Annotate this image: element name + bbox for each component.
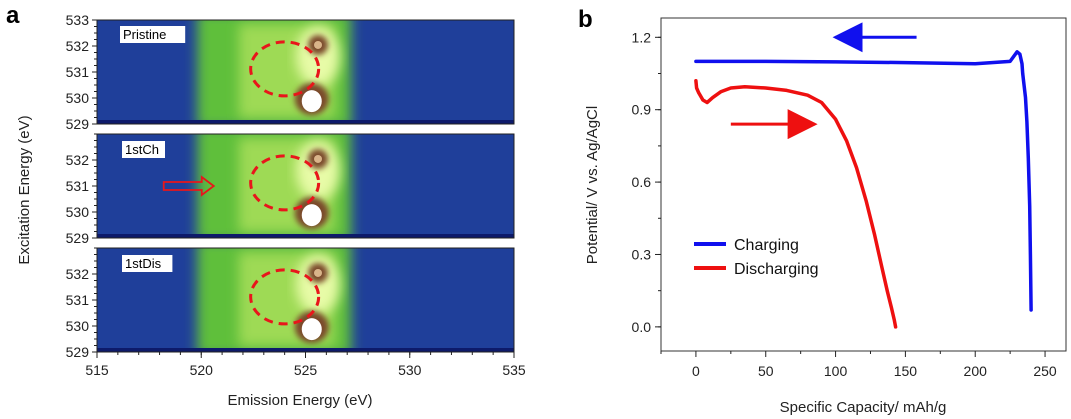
heatmap-bottom-strip: [97, 120, 514, 124]
open-arrow: [162, 175, 216, 197]
heatmap-x-axis: 515 520 525 530 535: [85, 352, 526, 378]
line-chart-y-tick-label: 1.2: [632, 29, 652, 45]
heatmap-x-label: Emission Energy (eV): [227, 392, 372, 409]
heatmap-panel-label-text: Pristine: [123, 27, 166, 42]
heatmap-x-tick-label: 525: [294, 362, 318, 378]
heatmap-y-tick-label: 529: [66, 230, 90, 246]
heatmap-y-tick-label: 530: [66, 90, 90, 106]
heatmap-panel-2: 529 530 531 532 1stCh: [66, 133, 515, 246]
line-chart-frame: [660, 17, 1067, 352]
line-chart-y-label: Potential/ V vs. Ag/AgCl: [584, 106, 601, 264]
heatmap-x-tick-label: 535: [502, 362, 526, 378]
heatmap-y-tick-label: 530: [66, 318, 90, 334]
heatmap-peak-upper-core: [314, 40, 323, 49]
heatmap-x-tick-label: 530: [398, 362, 422, 378]
heatmap-panel-label-text: 1stCh: [125, 142, 159, 157]
dashed-ellipse: [249, 268, 321, 326]
heatmap-y-tick-label: 531: [66, 178, 90, 194]
heatmap-panel-label-box: [122, 141, 165, 158]
heatmap-y-tick-label: 531: [66, 292, 90, 308]
heatmap-panel-label-box: [122, 255, 173, 272]
heatmap-bottom-strip: [97, 234, 514, 238]
legend-label-charging: Charging: [734, 237, 799, 254]
dashed-ellipse: [249, 40, 321, 98]
heatmap-peak-upper-core: [314, 268, 323, 277]
heatmap-y-tick-label: 533: [66, 12, 90, 28]
heatmap-panel-1: 529 530 531 532 533 Pristine: [66, 12, 515, 132]
heatmap-panel-3: 529 530 531 532 1stDis: [66, 247, 515, 360]
line-chart-x-tick-label: 50: [758, 363, 774, 379]
heatmap-panel-label: 1stCh: [122, 141, 165, 158]
heatmap-y-tick-label: 532: [66, 266, 90, 282]
line-chart-y-tick-label: 0.9: [632, 102, 652, 118]
heatmap-y-tick-label: 531: [66, 64, 90, 80]
line-chart: 0 50 100 150 200 250 0.0 0.3 0.6 0.9 1.2 Charging …: [584, 17, 1067, 416]
heatmap-x-tick-label: 520: [190, 362, 214, 378]
line-chart-x-tick-label: 100: [824, 363, 848, 379]
line-chart-x-tick-label: 250: [1033, 363, 1057, 379]
series-line-discharging: [694, 78, 898, 329]
heatmap-highlight: [296, 254, 341, 315]
heatmap-image: [97, 248, 514, 352]
line-chart-series: [694, 50, 1033, 329]
dashed-ellipse: [249, 154, 321, 212]
heatmap-panel-label: Pristine: [120, 26, 186, 43]
line-chart-y-tick-label: 0.3: [632, 246, 652, 262]
panel-label-b: b: [578, 6, 593, 33]
line-chart-x-label: Specific Capacity/ mAh/g: [780, 399, 947, 416]
heatmap-y-label: Excitation Energy (eV): [16, 115, 33, 264]
heatmap-panel-label: 1stDis: [122, 255, 173, 272]
series-line-charging: [694, 50, 1033, 312]
heatmap-y-tick-label: 532: [66, 152, 90, 168]
line-chart-x-tick-label: 150: [894, 363, 918, 379]
heatmap-peak-upper-core: [314, 154, 323, 163]
heatmap-image: [97, 134, 514, 238]
legend: Charging Discharging: [694, 237, 818, 278]
line-chart-arrows: [730, 22, 917, 140]
heatmap-image: [97, 20, 514, 124]
heatmap-highlight: [296, 140, 341, 201]
line-chart-x-tick-label: 0: [692, 363, 700, 379]
line-chart-x-tick-label: 200: [964, 363, 988, 379]
heatmap-y-tick-label: 529: [66, 116, 90, 132]
panel-label-a: a: [6, 2, 20, 29]
heatmap-x-tick-label: 515: [85, 362, 109, 378]
heatmap-y-tick-label: 532: [66, 38, 90, 54]
line-chart-ticks: 0 50 100 150 200 250 0.0 0.3 0.6 0.9 1.2: [632, 29, 1057, 379]
line-chart-y-tick-label: 0.6: [632, 174, 652, 190]
heatmap-y-tick-label: 530: [66, 204, 90, 220]
heatmap-highlight: [296, 26, 341, 87]
heatmap-bottom-strip: [97, 348, 514, 352]
heatmap-peak-lower-core: [301, 90, 322, 113]
line-chart-y-tick-label: 0.0: [632, 319, 652, 335]
heatmap-panel-label-box: [120, 26, 186, 43]
heatmap-peak-lower-core: [301, 318, 322, 341]
legend-label-discharging: Discharging: [734, 261, 818, 278]
heatmap-peak-lower-core: [301, 204, 322, 227]
heatmap-panel-label-text: 1stDis: [125, 256, 162, 271]
heatmap-panels: 529 530 531 532 533 Pristine 529 530 531 532 1stCh…: [66, 12, 515, 360]
heatmap-y-tick-label: 529: [66, 344, 90, 360]
